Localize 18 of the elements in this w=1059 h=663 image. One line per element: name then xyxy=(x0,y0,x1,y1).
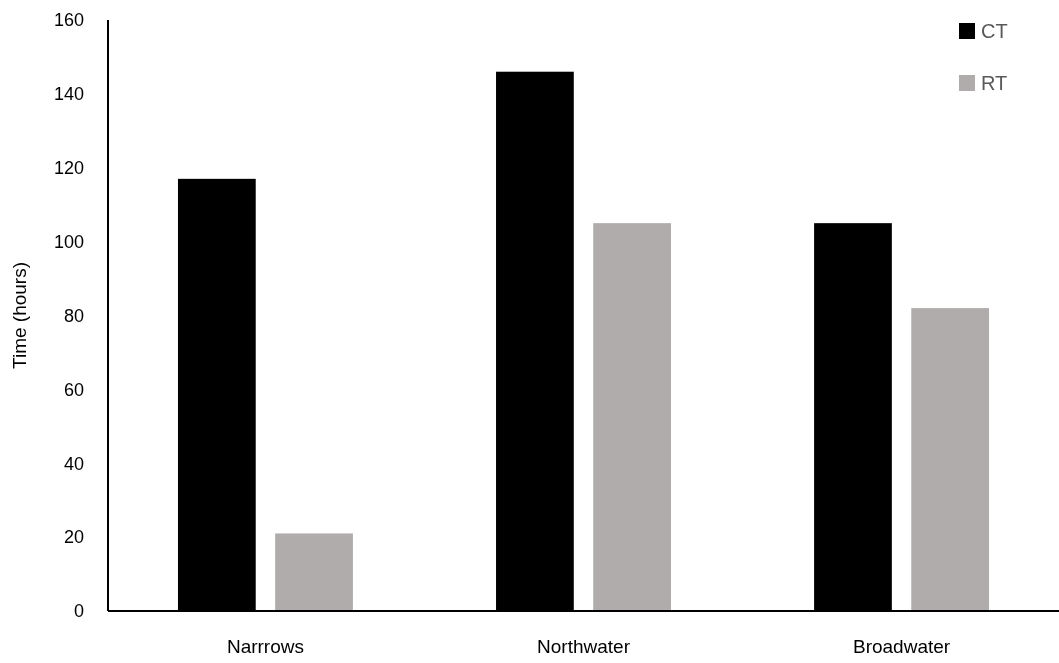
x-tick-label: Broadwater xyxy=(852,636,951,657)
legend-label: CT xyxy=(981,20,1008,42)
x-tick-label: Northwater xyxy=(537,636,631,657)
y-tick-label: 140 xyxy=(53,84,84,105)
bar xyxy=(593,223,671,611)
y-axis-title: Time (hours) xyxy=(9,262,30,369)
y-tick-label: 80 xyxy=(63,305,84,326)
y-tick-label: 20 xyxy=(63,527,84,548)
legend-label: RT xyxy=(981,72,1008,94)
y-tick-label: 40 xyxy=(63,453,84,474)
y-tick-label: 160 xyxy=(53,10,84,31)
y-tick-label: 100 xyxy=(53,231,84,252)
y-tick-label: 120 xyxy=(53,158,84,179)
y-tick-label: 60 xyxy=(63,379,84,400)
y-tick-label: 0 xyxy=(73,601,84,622)
x-tick-label: Narrrows xyxy=(226,636,304,657)
bar xyxy=(911,308,990,611)
bar xyxy=(275,533,353,611)
